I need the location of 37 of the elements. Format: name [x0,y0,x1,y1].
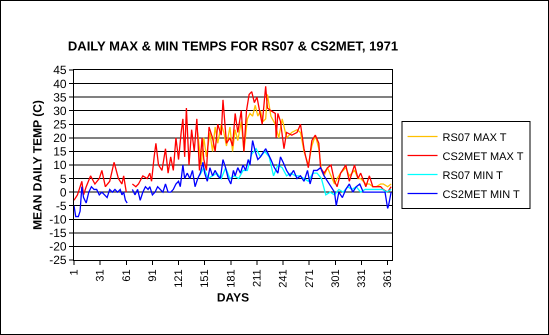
y-tick-label: 0 [60,185,67,200]
x-tick-label: 121 [173,269,186,288]
x-tick-label: 301 [330,269,342,288]
chart-title: DAILY MAX & MIN TEMPS FOR RS07 & CS2MET, 1971 [68,38,398,54]
y-tick-label: 5 [60,172,67,186]
y-tick-label: -5 [56,198,67,213]
y-tick-label: 45 [53,63,67,78]
y-tick-label: -25 [49,253,67,268]
x-axis-title: DAYS [216,290,250,305]
y-tick-label: 40 [53,76,67,91]
y-tick-label: 30 [53,104,67,118]
y-axis-title: MEAN DAILY TEMP (C) [30,100,45,230]
legend-label: RS07 MIN T [442,170,504,182]
x-tick-label: 181 [225,269,238,288]
x-tick-label: 151 [199,269,212,288]
line-series [198,148,392,196]
x-tick-label: 61 [120,269,133,282]
legend-label: CS2MET MIN T [442,188,520,201]
y-tick-label: 10 [53,158,67,172]
x-tick-label: 31 [94,269,107,282]
y-tick-label: -10 [49,212,67,226]
x-tick-label: 91 [146,269,159,282]
y-tick-label: -15 [49,226,67,240]
x-tick-label: 241 [278,269,290,288]
x-tick-label: 271 [304,269,316,288]
y-tick-label: 35 [53,90,67,104]
x-tick-label: 211 [252,269,264,287]
legend-label: CS2MET MAX T [442,150,524,163]
y-tick-label: -20 [49,240,67,254]
line-series [197,94,392,188]
y-tick-label: 20 [53,131,67,146]
y-tick-label: 15 [53,144,67,159]
x-tick-label: 361 [382,269,394,288]
y-tick-label: 25 [53,117,67,132]
legend-label: RS07 MAX T [442,132,507,144]
x-tick-label: 331 [356,269,368,288]
x-tick-label: 1 [68,269,81,276]
